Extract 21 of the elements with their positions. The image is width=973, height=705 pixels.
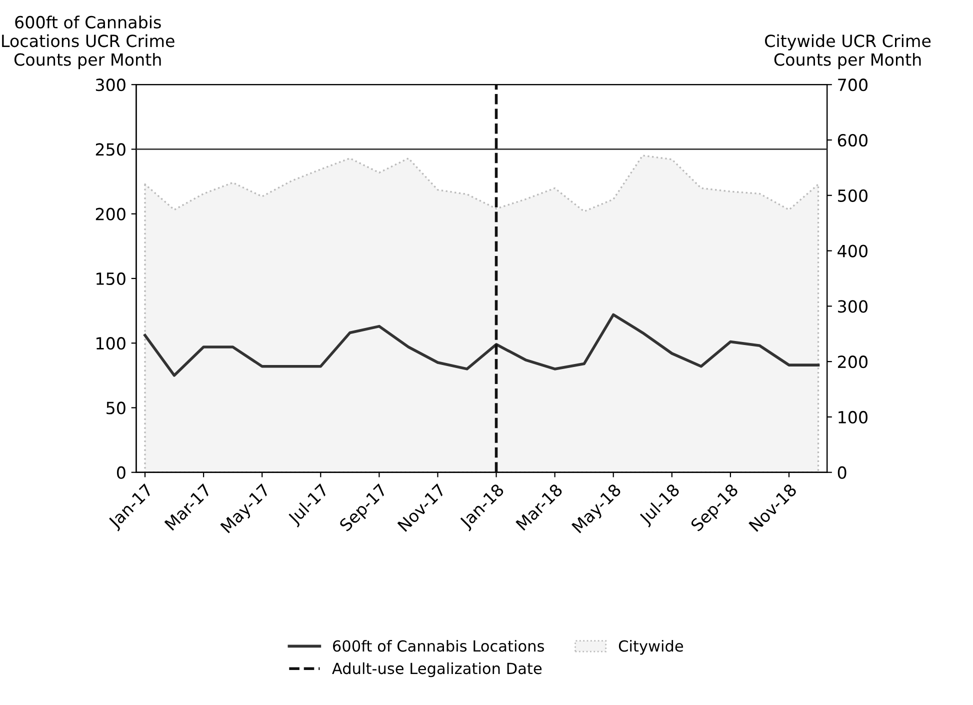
- y-tick-label: 250: [96, 143, 126, 156]
- y-tick-label: 300: [96, 78, 126, 92]
- y2-tick-label: 200: [838, 356, 868, 368]
- y2-tick-label: 400: [838, 244, 868, 258]
- y-tick-label: 100: [96, 337, 126, 350]
- y2-tick-label: 300: [838, 300, 868, 313]
- legend-label: Adult-use Legalization Date: [332, 662, 542, 678]
- y-tick-label: 0: [116, 466, 126, 479]
- y-tick-label: 50: [106, 402, 126, 414]
- y2-tick-label: 0: [838, 466, 846, 479]
- y-axis-title: 600ft of Cannabis Locations UCR Crime Counts per Month: [2, 16, 174, 70]
- y2-axis-title: Citywide UCR Crime Counts per Month: [765, 34, 931, 70]
- y2-tick-label: 700: [838, 78, 868, 92]
- line-series: [144, 313, 820, 377]
- y-tick-label: 200: [96, 208, 126, 220]
- legend-label: Citywide: [618, 640, 684, 655]
- legend-label: 600ft of Cannabis Locations: [333, 640, 544, 652]
- y2-tick-label: 500: [838, 189, 868, 202]
- y2-tick-label: 600: [838, 134, 868, 147]
- y2-tick-label: 100: [838, 410, 868, 424]
- y-tick-label: 150: [96, 272, 126, 286]
